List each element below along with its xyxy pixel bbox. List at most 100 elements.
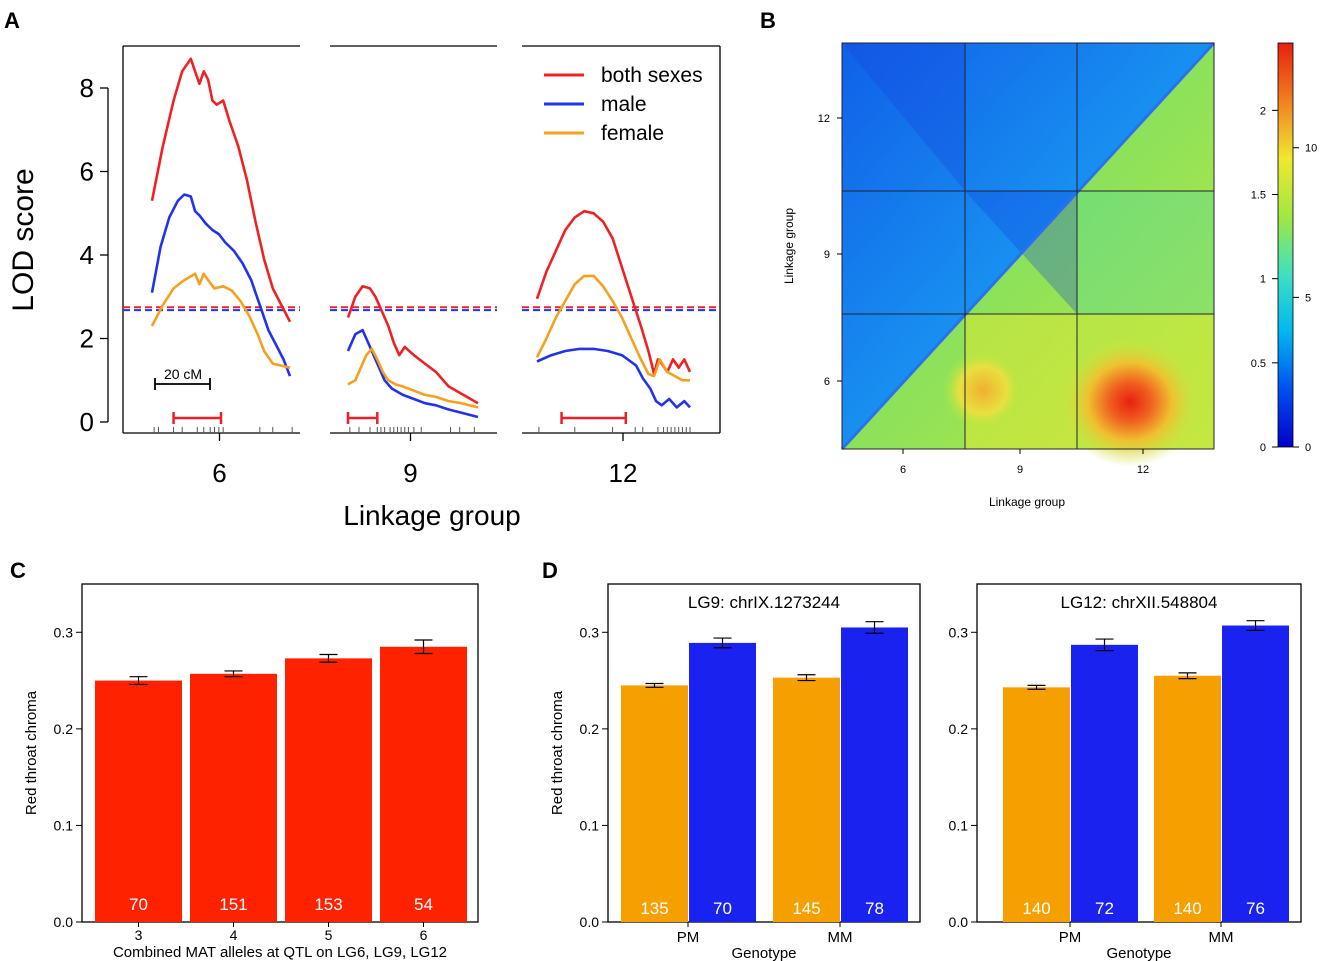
bar [95,680,182,922]
legend-label: female [601,122,664,145]
y-tick-label: 0.1 [54,817,74,833]
bar-count-label: 145 [792,899,820,918]
series-line-male [150,193,292,377]
y-tick-label: 0.2 [949,721,969,737]
y-tick-label: 0.3 [580,624,600,640]
x-axis-title: Linkage group [343,500,520,531]
x-tick-label: 6 [900,464,906,476]
bar [1071,644,1138,922]
legend-label: both sexes [601,64,703,87]
heatmap-frame [841,42,1215,450]
bar [1003,687,1070,922]
x-tick-label: PM [1059,929,1082,946]
heatmap-block-9-12 [1077,191,1214,314]
chart-title: LG12: chrXII.548804 [1061,593,1218,612]
bar-count-label: 140 [1173,899,1201,918]
series-line-female [347,347,479,409]
heatmap-block-6-6-upper [842,43,965,191]
y-axis-title: Red throat chroma [549,690,566,815]
x-tick-label: MM [1209,929,1234,946]
x-tick-label: 12 [1137,464,1149,476]
series-line-female [150,272,291,369]
colorbar-left-label: 1.5 [1251,190,1266,202]
y-tick-label: 12 [818,113,830,125]
series-line-both-sexes [346,284,479,405]
y-tick-label: 0.1 [580,817,600,833]
y-tick-label: 4 [80,240,94,270]
y-tick-label: 0.1 [949,817,969,833]
bar-count-label: 153 [314,895,342,914]
colorbar-left-label: 0.5 [1251,358,1266,370]
y-tick-label: 0.0 [949,914,969,930]
bar [285,658,372,922]
x-tick-label: 6 [212,458,226,488]
series-line-female [535,274,690,382]
bar-count-label: 76 [1246,899,1265,918]
series-line-male [536,347,691,409]
panel-letter-c: C [10,558,26,583]
x-tick-label: PM [677,929,700,946]
bar [621,685,688,922]
bar [190,673,277,922]
plot-frame [607,583,921,923]
bar-count-label: 78 [865,899,884,918]
y-tick-label: 0.0 [54,914,74,930]
colorbar-right-label: 10 [1305,143,1317,155]
x-axis-title: Genotype [731,945,796,961]
lg9-genotype-bar-chart: 0.0 0.1 0.2 0.3 Red throat chroma LG9: chrIX.… [549,583,921,961]
y-tick-label: 8 [80,73,94,103]
panel-letter-a: A [4,8,20,33]
y-tick-label: 0.0 [580,914,600,930]
plot-frame [81,583,479,923]
lg12-genotype-bar-chart: 0.0 0.1 0.2 0.3 LG12: chrXII.548804 140 72 PM 14… [949,583,1302,961]
y-tick-label: 0 [80,407,94,437]
y-tick-label: 0.3 [949,624,969,640]
bar [689,642,756,922]
bar-count-label: 54 [414,895,433,914]
scale-bar-label: 20 cM [164,366,202,382]
lod-score-chart: 0 2 4 6 8 LOD score 6 9 12 Linkage group 20 cM both… [7,45,721,531]
y-tick-label: 6 [824,376,830,388]
bar [380,646,467,922]
panel-letter-d: D [542,558,558,583]
colorbar-left-label: 2 [1260,105,1266,117]
colorbar-left-label: 0 [1260,442,1266,454]
series-line-both-sexes [535,209,692,376]
colorbar [1277,42,1294,448]
y-axis-title: LOD score [7,168,40,311]
bar-count-label: 70 [129,895,148,914]
bar-count-label: 140 [1022,899,1050,918]
bar-count-label: 72 [1095,899,1114,918]
x-tick-label: 9 [403,458,417,488]
heatmap-diagonal [840,41,1216,451]
bar-count-label: 135 [640,899,668,918]
x-tick-label: 4 [230,927,238,943]
series-line-both-sexes [150,57,292,323]
y-tick-label: 9 [824,249,830,261]
bar [1222,625,1289,922]
y-tick-label: 2 [80,324,94,354]
x-axis-title: Genotype [1106,945,1171,961]
heatmap-warm-spot [943,350,1023,430]
heatmap-hotspot [1060,337,1200,467]
colorbar-right-label: 5 [1305,292,1311,304]
bar [773,677,840,922]
bar-count-label: 70 [713,899,732,918]
y-tick-label: 0.3 [54,624,74,640]
y-tick-label: 0.2 [580,721,600,737]
legend-label: male [601,93,647,116]
linkage-heatmap: 6 9 12 6 9 12 Linkage group Linkage group 0 0.5 1 1… [782,41,1317,509]
x-tick-label: 5 [325,927,333,943]
x-tick-label: 12 [609,458,638,488]
y-axis-title: Red throat chroma [23,690,40,815]
colorbar-right-label: 0 [1305,442,1311,454]
x-tick-label: 9 [1017,464,1023,476]
colorbar-left-label: 1 [1260,274,1266,286]
x-tick-label: 3 [135,927,143,943]
y-axis-title: Linkage group [782,208,796,284]
panel-letter-b: B [760,8,776,33]
series-line-male [346,328,479,419]
bar [1154,675,1221,922]
x-axis-title: Linkage group [989,495,1065,509]
